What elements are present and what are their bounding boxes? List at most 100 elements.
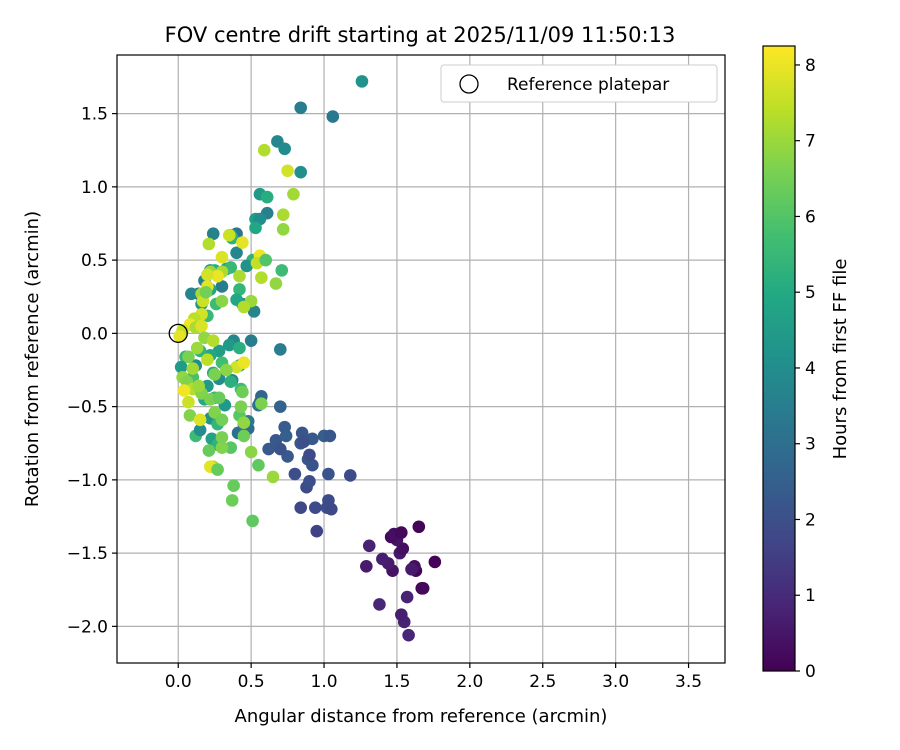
data-point <box>227 479 240 493</box>
colorbar-tick-label: 6 <box>805 207 816 227</box>
colorbar-tick-label: 1 <box>805 586 816 606</box>
data-point <box>202 237 216 251</box>
data-point <box>193 423 207 437</box>
data-point <box>276 223 290 236</box>
colorbar-tick-label: 2 <box>805 510 816 530</box>
data-point <box>240 259 254 273</box>
data-point <box>199 286 213 299</box>
data-point <box>234 400 248 413</box>
data-point <box>260 190 274 204</box>
data-point <box>255 271 268 284</box>
data-point <box>186 362 200 375</box>
x-axis-label: Angular distance from reference (arcmin) <box>235 706 608 727</box>
data-point <box>244 334 258 347</box>
data-point <box>269 277 283 290</box>
data-point <box>215 294 229 308</box>
data-point <box>281 164 294 178</box>
data-point <box>362 539 376 553</box>
data-point <box>400 590 414 604</box>
data-point <box>326 110 340 123</box>
data-point <box>402 628 415 642</box>
data-point <box>246 514 259 528</box>
data-point <box>195 319 208 333</box>
data-point <box>237 300 251 314</box>
data-point <box>252 458 265 472</box>
y-axis-label: Rotation from reference (arcmin) <box>22 211 43 507</box>
x-tick-label: 3.5 <box>675 672 702 692</box>
data-point <box>322 467 335 481</box>
data-point <box>236 236 249 249</box>
y-tick-label: −1.0 <box>67 471 108 491</box>
data-point <box>303 448 316 462</box>
y-tick-label: −2.0 <box>67 617 108 637</box>
data-point <box>211 463 224 476</box>
data-point <box>212 391 226 405</box>
data-point <box>395 526 408 539</box>
data-point <box>294 101 308 115</box>
y-axis-ticks: −2.0 −1.5 −1.0 −0.5 0.0 0.5 1.0 1.5 <box>67 105 117 637</box>
y-tick-label: 0.5 <box>81 251 108 271</box>
data-point <box>193 413 207 427</box>
data-point <box>182 350 195 364</box>
data-point <box>233 269 246 283</box>
data-point <box>294 501 308 515</box>
y-tick-label: 1.5 <box>81 105 108 125</box>
data-point <box>174 360 188 374</box>
data-point <box>416 581 430 595</box>
y-tick-label: −0.5 <box>67 398 108 418</box>
data-point <box>257 143 271 157</box>
data-point <box>266 470 280 484</box>
data-point <box>237 416 251 430</box>
legend-marker-icon <box>459 74 479 94</box>
data-point <box>190 341 204 355</box>
plot-frame <box>116 54 726 664</box>
data-point <box>322 494 335 507</box>
legend: Reference platepar <box>440 64 718 103</box>
data-point <box>249 221 262 235</box>
data-point <box>215 280 229 293</box>
data-point <box>215 431 229 444</box>
data-point <box>323 429 337 443</box>
data-point <box>215 441 229 454</box>
data-point <box>215 413 229 427</box>
x-tick-label: 2.0 <box>456 672 483 692</box>
reference-platepar-marker <box>168 323 188 344</box>
data-point <box>405 562 418 576</box>
x-tick-label: 0.0 <box>165 672 192 692</box>
data-point <box>201 268 214 282</box>
data-point <box>230 246 243 260</box>
data-point <box>273 343 287 356</box>
plot-area <box>116 54 726 664</box>
data-point <box>224 441 238 454</box>
data-point <box>222 228 236 242</box>
colorbar-tick-label: 0 <box>805 662 816 682</box>
x-tick-label: 3.0 <box>602 672 629 692</box>
data-point <box>206 227 220 241</box>
data-point <box>278 142 291 156</box>
data-point <box>225 494 239 507</box>
data-point <box>237 356 251 369</box>
data-point <box>185 287 198 301</box>
data-point <box>247 305 261 318</box>
data-point <box>273 400 287 413</box>
data-point <box>412 520 426 534</box>
data-point <box>237 429 251 443</box>
data-point <box>222 338 236 352</box>
data-point <box>201 353 214 367</box>
colorbar-tick-label: 4 <box>805 359 816 379</box>
data-point <box>355 75 369 88</box>
data-point <box>211 269 224 283</box>
data-points <box>173 75 442 642</box>
data-point <box>308 501 322 515</box>
data-point <box>288 467 302 481</box>
data-point <box>303 475 316 488</box>
data-point <box>202 444 216 457</box>
colorbar-tick-label: 8 <box>805 56 816 76</box>
data-point <box>259 253 273 267</box>
data-point <box>173 329 186 343</box>
data-point <box>206 334 220 347</box>
grid <box>117 55 725 663</box>
data-point <box>233 283 246 296</box>
data-point <box>275 264 289 277</box>
data-point <box>224 375 238 389</box>
